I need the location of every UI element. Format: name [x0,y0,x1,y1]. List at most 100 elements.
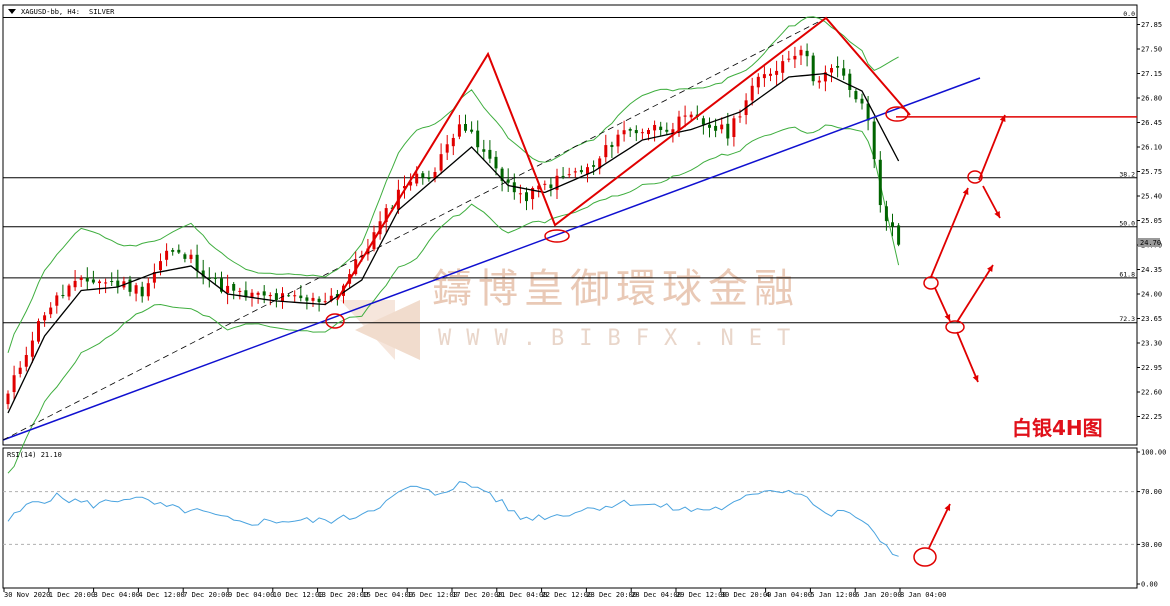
candle-body [30,340,34,357]
time-tick-label: 30 Dec 20:00 [721,591,772,599]
highlight-ellipse [967,170,983,184]
candle-body [830,68,833,73]
candle-body [805,50,809,57]
time-tick-label: 30 Nov 2020 [4,591,50,599]
candle-body [91,279,95,283]
candle-body [573,171,577,173]
candle-body [518,193,522,195]
candle-body [482,149,486,152]
candle-body [43,315,47,321]
price-panel-frame [2,4,1138,446]
candle-body [579,170,583,173]
candle-body [836,65,840,68]
candle-body [665,129,669,132]
candle-body [628,128,632,131]
candle-body [299,295,303,299]
candle-body [189,254,193,260]
candle-body [823,72,827,82]
projection-arrowhead [944,504,951,511]
rsi-tick-label: 30.00 [1141,541,1162,549]
price-tick-label: 24.00 [1141,291,1162,299]
candle-body [12,375,16,393]
candle-body [604,145,608,158]
projection-arrow [978,114,1006,181]
candle-body [171,250,175,252]
price-tick-label: 26.45 [1141,119,1162,127]
fib-level-label: 50.0 [1119,219,1135,227]
candle-body [714,125,718,131]
candle-body [848,73,852,90]
candle-body [183,254,187,259]
candle-body [140,286,144,297]
candle-body [195,254,199,271]
time-tick-label: 29 Dec 12:00 [676,591,727,599]
time-tick-label: 8 Jan 04:00 [900,591,946,599]
projection-arrowhead [972,375,979,382]
projection-arrow [930,187,969,278]
projection-arrowhead [987,265,993,272]
candle-body [781,61,785,73]
candle-body [305,297,309,301]
candle-body [854,91,858,100]
red-wave-path [336,16,911,301]
candles [6,43,901,410]
time-tick-label: 22 Dec 12:00 [542,591,593,599]
projection-arrowhead [994,211,1000,218]
projection-arrow [956,264,994,323]
analysis-drawings [2,16,1137,567]
candle-body [738,116,742,118]
candle-body [177,249,181,253]
candle-body [67,285,71,297]
rsi-panel-frame [2,447,1138,589]
candle-body [238,290,242,292]
candle-body [281,293,284,303]
candle-body [494,156,498,169]
price-axis: 27.85 27.50 27.15 26.80 26.45 26.10 25.75 25.40… [1137,21,1162,421]
candle-body [250,292,254,298]
time-tick-label: 3 Dec 04:00 [94,591,140,599]
projection-arrow [956,331,979,383]
candle-body [384,208,388,223]
bollinger-lower [7,124,900,474]
candle-body [415,173,419,184]
current-price-tag [1138,238,1160,247]
candle-body [470,129,474,132]
candle-body [37,321,40,342]
candle-body [762,74,766,79]
candle-body [586,167,589,175]
highlight-ellipse [885,106,909,122]
rsi-tick-label: 70.00 [1141,488,1162,496]
current-price-label: 24.70 [1140,239,1161,247]
candle-body [464,124,467,131]
price-tick-label: 22.25 [1141,413,1162,421]
candle-body [293,295,297,297]
fib-level-label: 0.0 [1123,10,1135,18]
candle-body [61,295,65,297]
time-tick-label: 4 Jan 04:00 [766,591,812,599]
candle-body [244,290,248,298]
candle-body [213,277,217,279]
candle-body [592,165,596,167]
candle-body [433,172,437,179]
candle-body [201,270,205,277]
annotation-silver-4h: 白银4H图 [1012,416,1103,440]
projection-arrow [928,503,951,549]
fib-level-label: 38.2 [1119,170,1135,178]
candle-body [73,280,77,288]
candle-body [543,183,547,185]
projection-arrowhead [962,188,969,195]
candle-body [6,393,10,405]
candle-body [598,158,602,169]
price-tick-label: 25.40 [1141,193,1162,201]
highlight-ellipse [913,547,937,567]
candle-body [488,149,492,159]
time-tick-label: 9 Dec 04:00 [228,591,274,599]
time-tick-label: 13 Dec 20:00 [318,591,369,599]
candle-body [708,124,711,128]
time-tick-label: 17 Dec 20:00 [452,591,503,599]
candle-body [775,70,779,75]
candle-body [457,124,461,137]
candle-body [616,134,620,147]
time-tick-label: 6 Jan 20:00 [855,591,901,599]
